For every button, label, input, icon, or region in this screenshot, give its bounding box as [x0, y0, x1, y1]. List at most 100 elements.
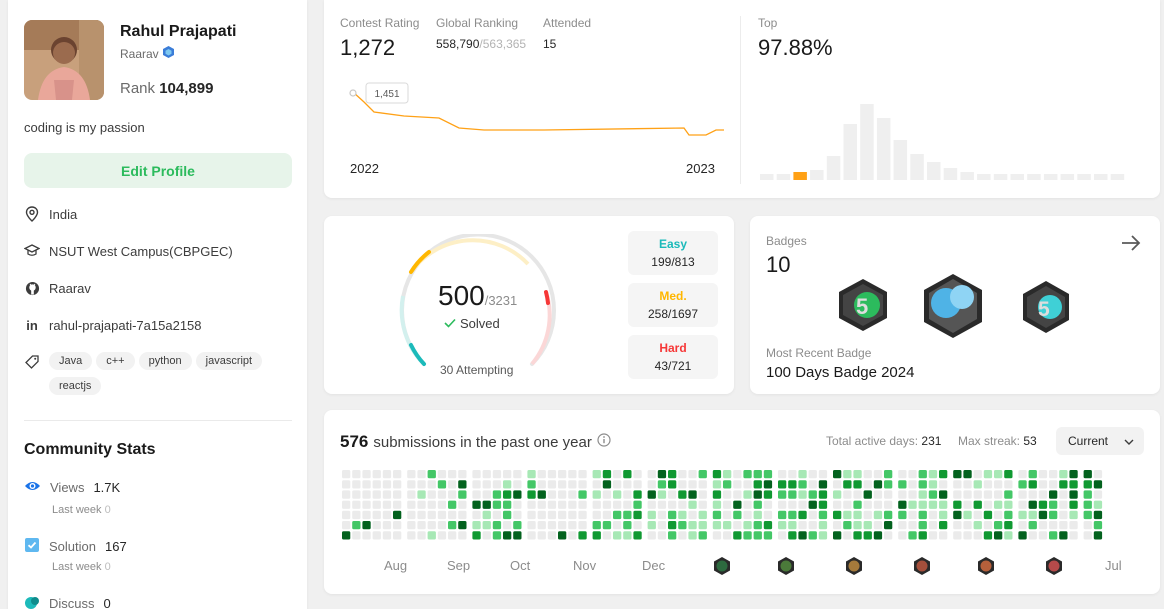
- heatmap-cell[interactable]: [873, 500, 883, 509]
- heatmap-cell[interactable]: [633, 500, 642, 509]
- heatmap-cell[interactable]: [983, 510, 993, 520]
- heatmap-cell[interactable]: [808, 470, 817, 479]
- heatmap-cell[interactable]: [1018, 480, 1027, 489]
- heatmap-cell[interactable]: [623, 521, 632, 530]
- heatmap-cell[interactable]: [884, 500, 893, 509]
- heatmap-cell[interactable]: [818, 480, 828, 489]
- heatmap-cell[interactable]: [362, 510, 371, 520]
- heatmap-cell[interactable]: [698, 470, 707, 479]
- heatmap-cell[interactable]: [1028, 510, 1037, 520]
- heatmap-cell[interactable]: [743, 490, 752, 499]
- heatmap-cell[interactable]: [908, 531, 917, 540]
- heatmap-cell[interactable]: [788, 521, 797, 530]
- heatmap-cell[interactable]: [558, 531, 567, 540]
- heatmap-cell[interactable]: [1004, 500, 1013, 509]
- heatmap-cell[interactable]: [448, 480, 457, 489]
- heatmap-cell[interactable]: [592, 510, 601, 520]
- heatmap-cell[interactable]: [939, 531, 948, 540]
- heatmap-cell[interactable]: [973, 531, 982, 540]
- heatmap-cell[interactable]: [1049, 531, 1058, 540]
- heatmap-cell[interactable]: [352, 531, 361, 540]
- heatmap-cell[interactable]: [853, 531, 862, 540]
- heatmap-cell[interactable]: [928, 470, 938, 479]
- heatmap-cell[interactable]: [602, 510, 612, 520]
- heatmap-cell[interactable]: [939, 480, 948, 489]
- heatmap-cell[interactable]: [1049, 490, 1058, 499]
- arrow-right-icon[interactable]: [1120, 232, 1142, 259]
- heatmap-cell[interactable]: [994, 500, 1003, 509]
- heatmap-cell[interactable]: [733, 470, 742, 479]
- heatmap-cell[interactable]: [1083, 531, 1092, 540]
- heatmap-cell[interactable]: [1093, 500, 1103, 509]
- heatmap-cell[interactable]: [953, 531, 962, 540]
- heatmap-cell[interactable]: [668, 500, 677, 509]
- heatmap-cell[interactable]: [1049, 510, 1058, 520]
- heatmap-cell[interactable]: [513, 490, 522, 499]
- monthly-badge-icon[interactable]: [714, 557, 730, 575]
- heatmap-cell[interactable]: [1093, 470, 1103, 479]
- heatmap-cell[interactable]: [362, 521, 371, 530]
- heatmap-cell[interactable]: [362, 470, 371, 479]
- heatmap-cell[interactable]: [833, 470, 842, 479]
- heatmap-cell[interactable]: [492, 490, 502, 499]
- heatmap-cell[interactable]: [668, 490, 677, 499]
- heatmap-cell[interactable]: [788, 470, 797, 479]
- heatmap-cell[interactable]: [647, 510, 656, 520]
- heatmap-cell[interactable]: [458, 531, 467, 540]
- heatmap-cell[interactable]: [723, 470, 732, 479]
- heatmap-cell[interactable]: [994, 490, 1003, 499]
- heatmap-cell[interactable]: [527, 510, 536, 520]
- heatmap-cell[interactable]: [698, 500, 707, 509]
- heatmap-cell[interactable]: [1038, 470, 1048, 479]
- heatmap-cell[interactable]: [513, 510, 522, 520]
- heatmap-cell[interactable]: [1083, 470, 1092, 479]
- heatmap-cell[interactable]: [568, 490, 577, 499]
- heatmap-cell[interactable]: [578, 510, 587, 520]
- heatmap-cell[interactable]: [1083, 521, 1092, 530]
- heatmap-cell[interactable]: [647, 521, 656, 530]
- heatmap-cell[interactable]: [863, 521, 872, 530]
- heatmap-cell[interactable]: [342, 521, 351, 530]
- heatmap-cell[interactable]: [733, 490, 742, 499]
- heatmap-cell[interactable]: [568, 500, 577, 509]
- heatmap-cell[interactable]: [393, 490, 402, 499]
- heatmap-cell[interactable]: [678, 470, 687, 479]
- heatmap-cell[interactable]: [1028, 490, 1037, 499]
- heatmap-cell[interactable]: [1004, 490, 1013, 499]
- heatmap-cell[interactable]: [753, 500, 762, 509]
- heatmap-cell[interactable]: [733, 500, 742, 509]
- heatmap-cell[interactable]: [833, 531, 842, 540]
- heatmap-cell[interactable]: [472, 521, 481, 530]
- heatmap-cell[interactable]: [688, 490, 697, 499]
- skill-tag[interactable]: Java: [49, 352, 93, 370]
- heatmap-cell[interactable]: [503, 510, 512, 520]
- heatmap-cell[interactable]: [973, 490, 982, 499]
- heatmap-cell[interactable]: [733, 510, 742, 520]
- heatmap-cell[interactable]: [417, 470, 426, 479]
- heatmap-cell[interactable]: [602, 470, 612, 479]
- heatmap-cell[interactable]: [698, 521, 707, 530]
- github-text[interactable]: Raarav: [49, 280, 91, 296]
- heatmap-cell[interactable]: [798, 500, 807, 509]
- heatmap-cell[interactable]: [763, 470, 773, 479]
- heatmap-cell[interactable]: [613, 470, 622, 479]
- heatmap-cell[interactable]: [1059, 500, 1068, 509]
- heatmap-cell[interactable]: [623, 470, 632, 479]
- heatmap-cell[interactable]: [472, 510, 481, 520]
- heatmap-cell[interactable]: [417, 490, 426, 499]
- heatmap-cell[interactable]: [547, 510, 557, 520]
- heatmap-cell[interactable]: [407, 480, 416, 489]
- heatmap-cell[interactable]: [513, 480, 522, 489]
- heatmap-cell[interactable]: [908, 470, 917, 479]
- heatmap-cell[interactable]: [393, 470, 402, 479]
- heatmap-cell[interactable]: [647, 490, 656, 499]
- heatmap-cell[interactable]: [939, 500, 948, 509]
- heatmap-cell[interactable]: [763, 521, 773, 530]
- heatmap-cell[interactable]: [1069, 510, 1078, 520]
- heatmap-cell[interactable]: [973, 500, 982, 509]
- heatmap-cell[interactable]: [393, 521, 402, 530]
- heatmap-cell[interactable]: [558, 510, 567, 520]
- heatmap-cell[interactable]: [613, 531, 622, 540]
- heatmap-cell[interactable]: [1069, 531, 1078, 540]
- heatmap-cell[interactable]: [492, 500, 502, 509]
